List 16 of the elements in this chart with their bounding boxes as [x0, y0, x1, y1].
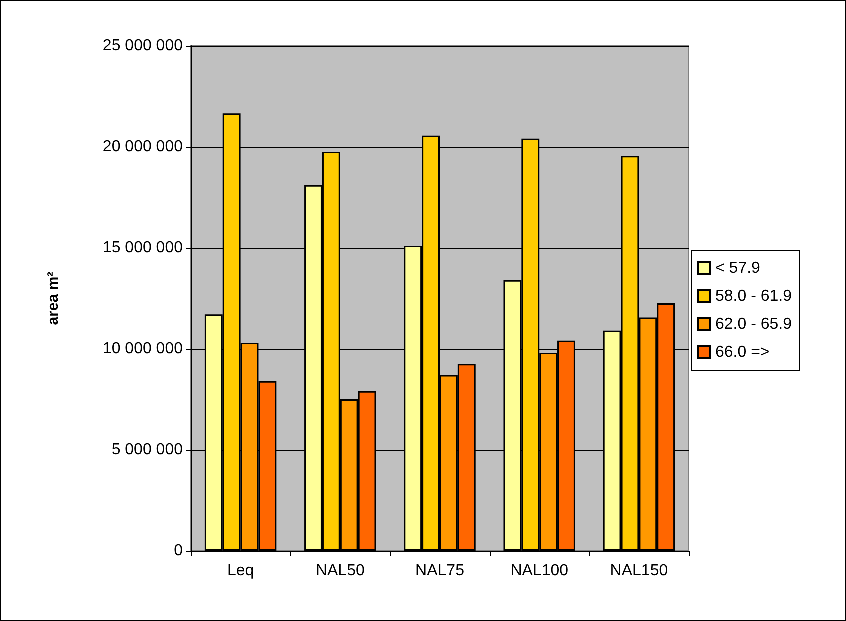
y-tick-label: 25 000 000 — [102, 38, 184, 54]
y-tick-label: 20 000 000 — [102, 138, 184, 156]
y-axis-title: area m² — [45, 272, 62, 326]
legend-label: 62.0 - 65.9 — [716, 316, 792, 333]
legend-label: < 57.9 — [716, 260, 761, 277]
x-tick-label: NAL150 — [610, 562, 668, 580]
x-tick-label: NAL75 — [416, 562, 465, 580]
x-tick-label: NAL100 — [510, 562, 569, 580]
y-tick-label: 15 000 000 — [102, 240, 184, 256]
y-tick-label: 5 000 000 — [112, 442, 184, 458]
x-tick-label: Leq — [227, 562, 254, 580]
legend-label: 58.0 - 61.9 — [716, 288, 792, 305]
x-tick-label: NAL50 — [316, 562, 365, 580]
y-tick-label: 0 — [174, 542, 184, 560]
y-tick-label: 10 000 000 — [102, 340, 184, 358]
legend-label: 66.0 => — [716, 344, 770, 361]
